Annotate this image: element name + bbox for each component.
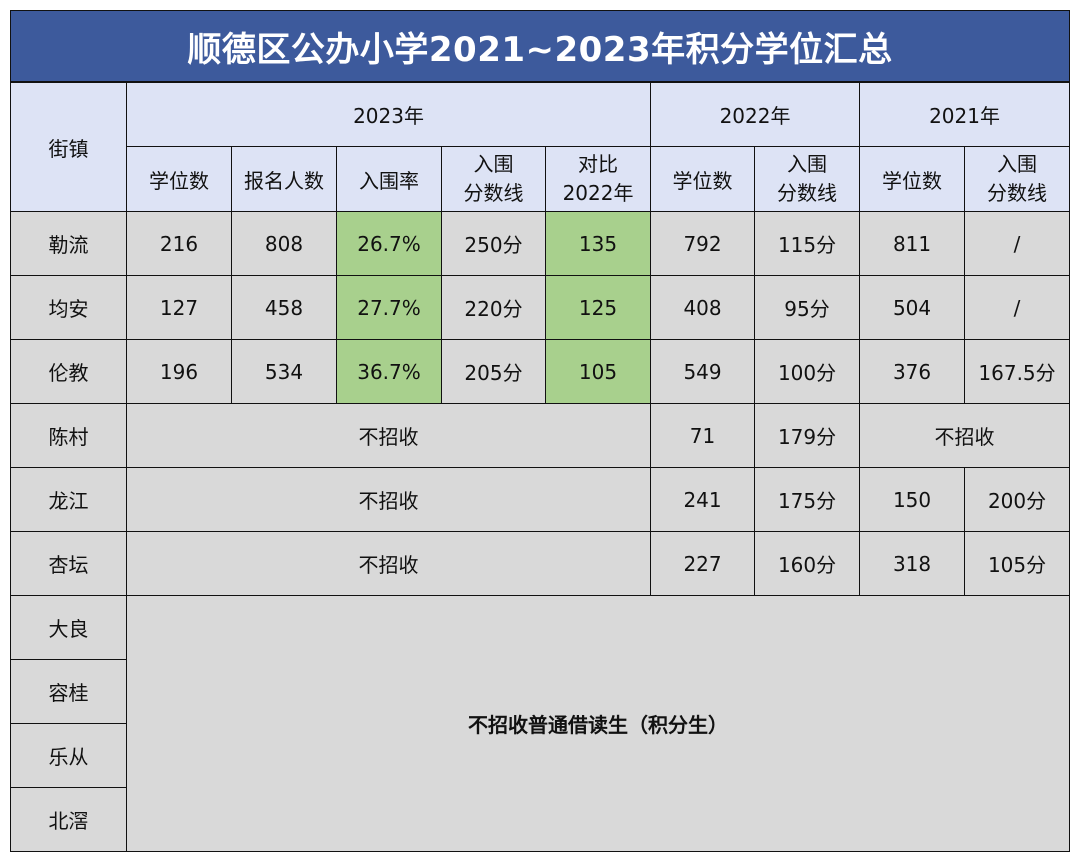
seats-2022-cell: 408 bbox=[650, 275, 756, 340]
cutoff-2022-cell: 95分 bbox=[754, 275, 861, 340]
rate-2023-cell: 36.7% bbox=[336, 339, 442, 404]
seats-2023-cell: 127 bbox=[126, 275, 232, 340]
applicants-2023-cell: 458 bbox=[231, 275, 337, 340]
compare-2022-cell: 105 bbox=[544, 339, 652, 404]
cutoff-2021-cell: / bbox=[964, 275, 1071, 340]
seats-2023-header: 学位数 bbox=[126, 146, 232, 212]
no-admission-note: 不招收普通借读生（积分生） bbox=[125, 595, 1071, 852]
compare-2022-header: 对比 2022年 bbox=[544, 146, 652, 212]
no-admission-2023-cell: 不招收 bbox=[125, 467, 652, 532]
cutoff-2021-header: 入围 分数线 bbox=[964, 146, 1071, 212]
no-admission-2021-cell: 不招收 bbox=[859, 403, 1071, 468]
compare-2022-cell: 125 bbox=[544, 275, 652, 340]
cutoff-2023-header: 入围 分数线 bbox=[441, 146, 546, 212]
cutoff-2021-cell: 105分 bbox=[964, 531, 1071, 596]
year-2023-header: 2023年 bbox=[125, 82, 652, 147]
seats-2022-cell: 241 bbox=[650, 467, 756, 532]
cutoff-2021-cell: / bbox=[964, 211, 1071, 276]
table-row: 北滘 bbox=[10, 787, 1070, 852]
town-cell: 容桂 bbox=[10, 659, 127, 724]
table-row: 容桂 bbox=[10, 659, 1070, 724]
cutoff-2022-cell: 115分 bbox=[754, 211, 861, 276]
table-row: 均安 127 458 27.7% 220分 125 408 95分 504 / bbox=[10, 275, 1071, 340]
town-header: 街镇 bbox=[10, 82, 127, 212]
year-2021-header: 2021年 bbox=[859, 82, 1071, 147]
cutoff-2022-cell: 100分 bbox=[754, 339, 861, 404]
town-cell: 伦教 bbox=[10, 339, 127, 404]
no-admission-2023-cell: 不招收 bbox=[125, 531, 652, 596]
seats-2021-cell: 811 bbox=[859, 211, 966, 276]
cutoff-2021-cell: 167.5分 bbox=[964, 339, 1071, 404]
compare-2022-cell: 135 bbox=[544, 211, 652, 276]
applicants-2023-cell: 808 bbox=[231, 211, 337, 276]
seats-2021-cell: 504 bbox=[859, 275, 966, 340]
seats-2021-header: 学位数 bbox=[859, 146, 966, 212]
points-seat-table: 街镇 2023年 2022年 2021年 学位数 报名人数 入围率 入围 分数线 … bbox=[10, 82, 1071, 852]
town-cell: 北滘 bbox=[10, 787, 127, 852]
table-row: 陈村 不招收 71 179分 不招收 bbox=[10, 403, 1071, 468]
seats-2022-cell: 792 bbox=[650, 211, 756, 276]
seats-2021-cell: 150 bbox=[859, 467, 966, 532]
cutoff-2022-header: 入围 分数线 bbox=[754, 146, 861, 212]
table-row: 龙江 不招收 241 175分 150 200分 bbox=[10, 467, 1071, 532]
cutoff-2022-cell: 179分 bbox=[754, 403, 861, 468]
seats-2022-cell: 227 bbox=[650, 531, 756, 596]
table-row: 伦教 196 534 36.7% 205分 105 549 100分 376 1… bbox=[10, 339, 1071, 404]
cutoff-2023-cell: 205分 bbox=[441, 339, 546, 404]
cutoff-2023-cell: 250分 bbox=[441, 211, 546, 276]
year-2022-header: 2022年 bbox=[650, 82, 861, 147]
cutoff-2023-cell: 220分 bbox=[441, 275, 546, 340]
summary-sheet: 顺德区公办小学2021~2023年积分学位汇总 街镇 2023年 2022年 2… bbox=[10, 10, 1071, 852]
seats-2023-cell: 196 bbox=[126, 339, 232, 404]
applicants-2023-header: 报名人数 bbox=[231, 146, 337, 212]
town-cell: 勒流 bbox=[10, 211, 127, 276]
rate-2023-cell: 27.7% bbox=[336, 275, 442, 340]
table-row: 乐从 bbox=[10, 723, 1070, 788]
seats-2022-cell: 71 bbox=[650, 403, 756, 468]
no-admission-2023-cell: 不招收 bbox=[125, 403, 652, 468]
seats-2021-cell: 318 bbox=[859, 531, 966, 596]
seats-2022-cell: 549 bbox=[650, 339, 756, 404]
seats-2021-cell: 376 bbox=[859, 339, 966, 404]
table-row: 杏坛 不招收 227 160分 318 105分 bbox=[10, 531, 1071, 596]
seats-2023-cell: 216 bbox=[126, 211, 232, 276]
cutoff-2021-cell: 200分 bbox=[964, 467, 1071, 532]
town-cell: 杏坛 bbox=[10, 531, 127, 596]
town-cell: 乐从 bbox=[10, 723, 127, 788]
town-cell: 龙江 bbox=[10, 467, 127, 532]
rate-2023-cell: 26.7% bbox=[336, 211, 442, 276]
town-cell: 大良 bbox=[10, 595, 127, 660]
cutoff-2022-cell: 160分 bbox=[754, 531, 861, 596]
rate-2023-header: 入围率 bbox=[336, 146, 442, 212]
town-cell: 陈村 bbox=[10, 403, 127, 468]
applicants-2023-cell: 534 bbox=[231, 339, 337, 404]
table-row: 勒流 216 808 26.7% 250分 135 792 115分 811 / bbox=[10, 211, 1071, 276]
cutoff-2022-cell: 175分 bbox=[754, 467, 861, 532]
table-row: 大良 不招收普通借读生（积分生） bbox=[10, 595, 1071, 852]
sheet-title: 顺德区公办小学2021~2023年积分学位汇总 bbox=[10, 10, 1070, 82]
seats-2022-header: 学位数 bbox=[650, 146, 756, 212]
town-cell: 均安 bbox=[10, 275, 127, 340]
